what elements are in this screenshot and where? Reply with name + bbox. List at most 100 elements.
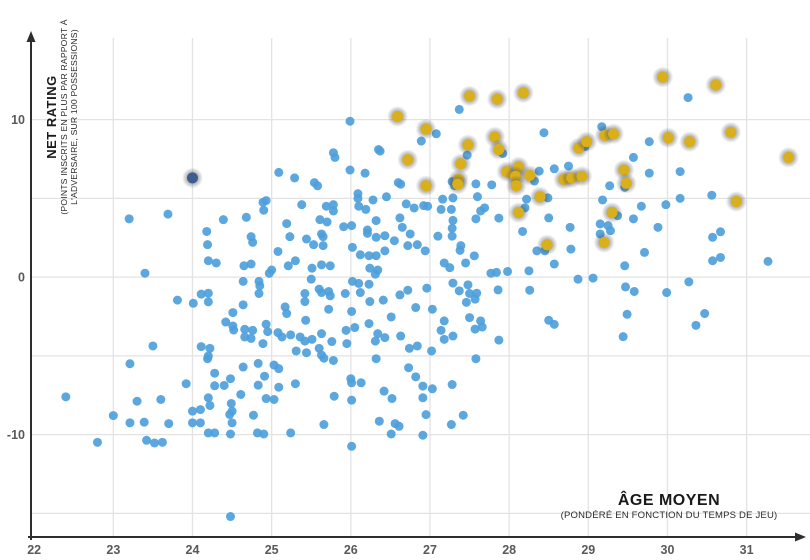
blue-dots-point[interactable] — [225, 374, 235, 384]
blue-dots-point[interactable] — [461, 297, 471, 307]
blue-dots-point[interactable] — [595, 219, 605, 229]
blue-dots-point[interactable] — [226, 398, 236, 408]
blue-dots-point[interactable] — [365, 297, 375, 307]
blue-dots-point[interactable] — [259, 205, 269, 215]
blue-dots-point[interactable] — [325, 291, 335, 301]
blue-dots-point[interactable] — [433, 231, 443, 241]
blue-dots-point[interactable] — [290, 173, 300, 183]
blue-dots-point[interactable] — [345, 165, 355, 175]
blue-dots-point[interactable] — [636, 201, 646, 211]
gold-highlighted-dots-point[interactable] — [464, 90, 476, 102]
blue-dots-point[interactable] — [259, 429, 269, 439]
blue-dots-point[interactable] — [355, 250, 365, 260]
gold-highlighted-dots-point[interactable] — [524, 170, 536, 182]
blue-dots-point[interactable] — [707, 190, 717, 200]
blue-dots-point[interactable] — [124, 214, 134, 224]
blue-dots-point[interactable] — [471, 179, 481, 189]
blue-dots-point[interactable] — [210, 428, 220, 438]
blue-dots-point[interactable] — [618, 332, 628, 342]
blue-dots-point[interactable] — [317, 288, 327, 298]
blue-dots-point[interactable] — [364, 279, 374, 289]
blue-dots-point[interactable] — [354, 201, 364, 211]
blue-dots-point[interactable] — [318, 232, 328, 242]
blue-dots-point[interactable] — [328, 200, 338, 210]
blue-dots-point[interactable] — [238, 276, 248, 286]
blue-dots-point[interactable] — [274, 167, 284, 177]
blue-dots-point[interactable] — [469, 251, 479, 261]
blue-dots-point[interactable] — [396, 331, 406, 341]
blue-dots-point[interactable] — [202, 226, 212, 236]
blue-dots-point[interactable] — [205, 400, 215, 410]
blue-dots-point[interactable] — [566, 244, 576, 254]
blue-dots-point[interactable] — [291, 346, 301, 356]
blue-dots-point[interactable] — [763, 256, 773, 266]
blue-dots-point[interactable] — [286, 428, 296, 438]
blue-dots-point[interactable] — [465, 289, 475, 299]
blue-dots-point[interactable] — [347, 441, 357, 451]
gold-highlighted-dots-point[interactable] — [510, 180, 522, 192]
blue-dots-point[interactable] — [418, 430, 428, 440]
blue-dots-point[interactable] — [347, 221, 357, 231]
blue-dots-point[interactable] — [313, 181, 323, 191]
blue-dots-point[interactable] — [290, 256, 300, 266]
blue-dots-point[interactable] — [342, 339, 352, 349]
blue-dots-point[interactable] — [675, 193, 685, 203]
blue-dots-point[interactable] — [380, 246, 390, 256]
blue-dots-point[interactable] — [691, 320, 701, 330]
blue-dots-point[interactable] — [282, 219, 292, 229]
blue-dots-point[interactable] — [565, 222, 575, 232]
blue-dots-point[interactable] — [403, 285, 413, 295]
blue-dots-point[interactable] — [125, 418, 135, 428]
blue-dots-point[interactable] — [195, 418, 205, 428]
blue-dots-point[interactable] — [277, 332, 287, 342]
blue-dots-point[interactable] — [436, 325, 446, 335]
blue-dots-point[interactable] — [274, 364, 284, 374]
blue-dots-point[interactable] — [427, 346, 437, 356]
blue-dots-point[interactable] — [675, 167, 685, 177]
blue-dots-point[interactable] — [261, 319, 271, 329]
blue-dots-point[interactable] — [628, 214, 638, 224]
blue-dots-point[interactable] — [283, 261, 293, 271]
blue-dots-point[interactable] — [210, 368, 220, 378]
blue-dots-point[interactable] — [328, 355, 338, 365]
blue-dots-point[interactable] — [477, 322, 487, 332]
blue-dots-point[interactable] — [386, 429, 396, 439]
blue-dots-point[interactable] — [321, 201, 331, 211]
blue-dots-point[interactable] — [371, 354, 381, 364]
blue-dots-point[interactable] — [455, 245, 465, 255]
blue-dots-point[interactable] — [241, 212, 251, 222]
blue-dots-point[interactable] — [418, 393, 428, 403]
gold-highlighted-dots-point[interactable] — [783, 151, 795, 163]
blue-dots-point[interactable] — [373, 329, 383, 339]
gold-highlighted-dots-point[interactable] — [534, 191, 546, 203]
gold-highlighted-dots-point[interactable] — [620, 177, 632, 189]
blue-dots-point[interactable] — [448, 215, 458, 225]
blue-dots-point[interactable] — [322, 217, 332, 227]
blue-dots-point[interactable] — [164, 419, 174, 429]
blue-dots-point[interactable] — [172, 295, 182, 305]
blue-dots-point[interactable] — [397, 222, 407, 232]
blue-dots-point[interactable] — [494, 213, 504, 223]
blue-dots-point[interactable] — [662, 288, 672, 298]
blue-dots-point[interactable] — [238, 362, 248, 372]
blue-dots-point[interactable] — [374, 145, 384, 155]
blue-dots-point[interactable] — [588, 273, 598, 283]
blue-dots-point[interactable] — [273, 246, 283, 256]
blue-dots-point[interactable] — [260, 371, 270, 381]
blue-dots-point[interactable] — [420, 246, 430, 256]
blue-dots-point[interactable] — [355, 288, 365, 298]
blue-dots-point[interactable] — [300, 336, 310, 346]
blue-dots-point[interactable] — [628, 152, 638, 162]
blue-dots-point[interactable] — [491, 267, 501, 277]
gold-highlighted-dots-point[interactable] — [657, 71, 669, 83]
blue-dots-point[interactable] — [238, 300, 248, 310]
gold-highlighted-dots-point[interactable] — [513, 207, 525, 219]
blue-dots-point[interactable] — [621, 282, 631, 292]
blue-dots-point[interactable] — [465, 313, 475, 323]
blue-dots-point[interactable] — [188, 298, 198, 308]
blue-dots-point[interactable] — [156, 395, 166, 405]
blue-dots-point[interactable] — [139, 417, 149, 427]
blue-dots-point[interactable] — [253, 358, 263, 368]
blue-dots-point[interactable] — [386, 312, 396, 322]
blue-dots-point[interactable] — [203, 393, 213, 403]
